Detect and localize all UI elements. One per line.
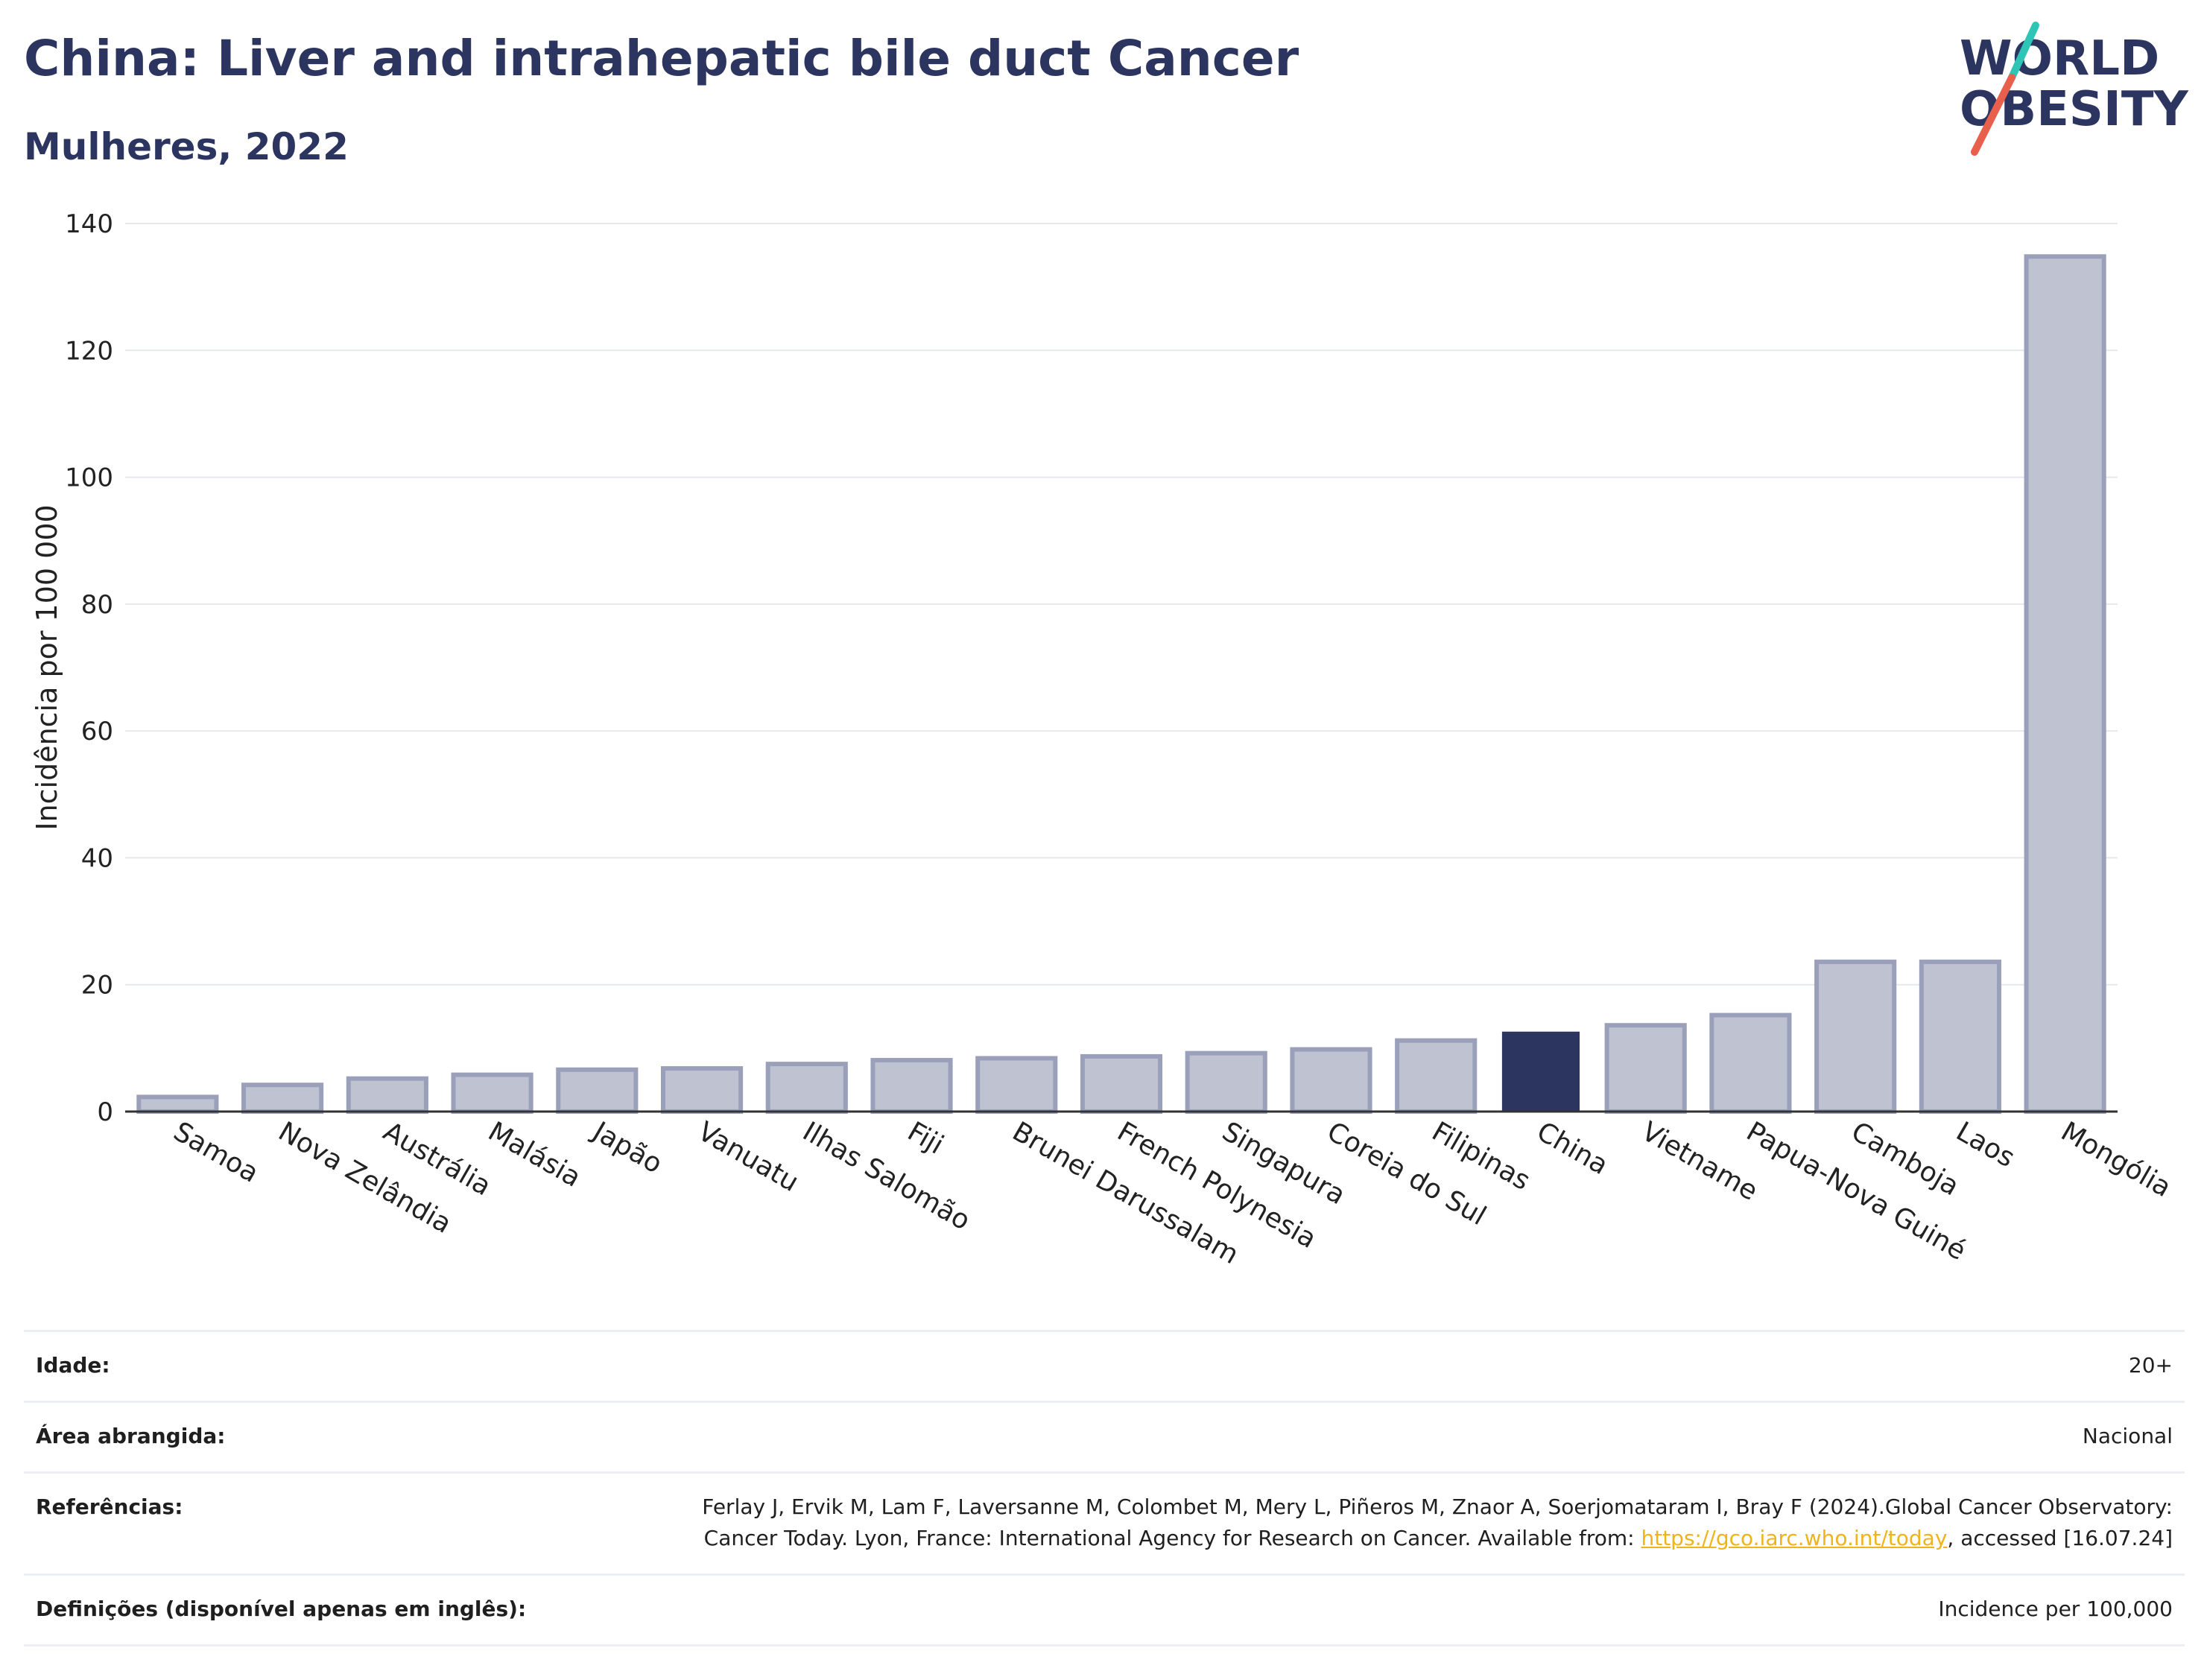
bar (2024, 254, 2106, 1114)
info-table: Idade: 20+ Área abrangida: Nacional Refe… (24, 1330, 2185, 1646)
bar (1395, 1038, 1478, 1115)
x-tick-label: Mongólia (2056, 1116, 2176, 1203)
area-value: Nacional (2082, 1424, 2173, 1448)
info-row-area: Área abrangida: Nacional (24, 1401, 2185, 1471)
bar (1814, 960, 1897, 1115)
references-label: Referências: (36, 1494, 183, 1519)
x-tick-label: Laos (1951, 1116, 2019, 1173)
bar (870, 1058, 953, 1115)
y-tick-label: 60 (81, 717, 113, 747)
y-tick-label: 100 (65, 463, 113, 493)
info-row-age: Idade: 20+ (24, 1330, 2185, 1401)
bar (1604, 1023, 1687, 1114)
y-tick-label: 20 (81, 971, 113, 1001)
x-tick-label: Nova Zelândia (273, 1116, 457, 1240)
bar (451, 1072, 533, 1115)
bar (1185, 1050, 1267, 1115)
bar (975, 1056, 1058, 1114)
bar (556, 1067, 639, 1114)
logo-slash-coral (1971, 74, 2015, 156)
references-text-end: , accessed [16.07.24] (1947, 1526, 2173, 1550)
bar (1501, 1031, 1580, 1112)
chart-subtitle: Mulheres, 2022 (24, 125, 349, 168)
definitions-label: Definições (disponível apenas em inglês)… (36, 1597, 527, 1621)
x-tick-label: China (1531, 1116, 1613, 1181)
bar (241, 1083, 324, 1114)
age-value: 20+ (2128, 1353, 2173, 1378)
y-tick-label: 40 (81, 843, 113, 873)
x-tick-label: Japão (586, 1115, 668, 1179)
bar (1709, 1012, 1792, 1115)
bar (136, 1094, 219, 1114)
world-obesity-logo: WORLD OBESITY (1960, 22, 2188, 156)
y-axis-label: Incidência por 100 000 (31, 504, 63, 830)
age-label: Idade: (36, 1353, 110, 1378)
logo-slash-teal (2008, 22, 2039, 81)
bar (1290, 1047, 1372, 1115)
x-tick-label: Vietname (1636, 1116, 1763, 1207)
bar (1919, 960, 2001, 1115)
chart-title: China: Liver and intrahepatic bile duct … (24, 30, 1299, 87)
y-tick-label: 120 (65, 336, 113, 366)
y-tick-label: 80 (81, 590, 113, 620)
x-tick-label: Fiji (902, 1116, 949, 1161)
bar (1080, 1053, 1163, 1114)
area-label: Área abrangida: (36, 1424, 226, 1448)
definitions-value: Incidence per 100,000 (1938, 1597, 2173, 1621)
info-row-references: Referências: Ferlay J, Ervik M, Lam F, L… (24, 1471, 2185, 1573)
y-tick-label: 0 (97, 1097, 113, 1127)
info-row-definitions: Definições (disponível apenas em inglês)… (24, 1573, 2185, 1646)
x-tick-label: Samoa (168, 1116, 264, 1189)
references-link[interactable]: https://gco.iarc.who.int/today (1641, 1526, 1948, 1550)
logo-text-world: WORLD (1960, 31, 2159, 86)
bar (765, 1062, 848, 1114)
references-text: Ferlay J, Ervik M, Lam F, Laversanne M, … (702, 1494, 2173, 1550)
references-value: Ferlay J, Ervik M, Lam F, Laversanne M, … (660, 1492, 2173, 1554)
bar (346, 1076, 428, 1114)
bar (660, 1066, 744, 1115)
x-tick-label: Malásia (483, 1116, 586, 1194)
x-tick-label: Vanuatu (693, 1116, 804, 1198)
bar-chart: 0 20 40 60 80 100 120 140 Incidência por 100 000… (31, 209, 2176, 1270)
y-tick-label: 140 (65, 209, 113, 239)
